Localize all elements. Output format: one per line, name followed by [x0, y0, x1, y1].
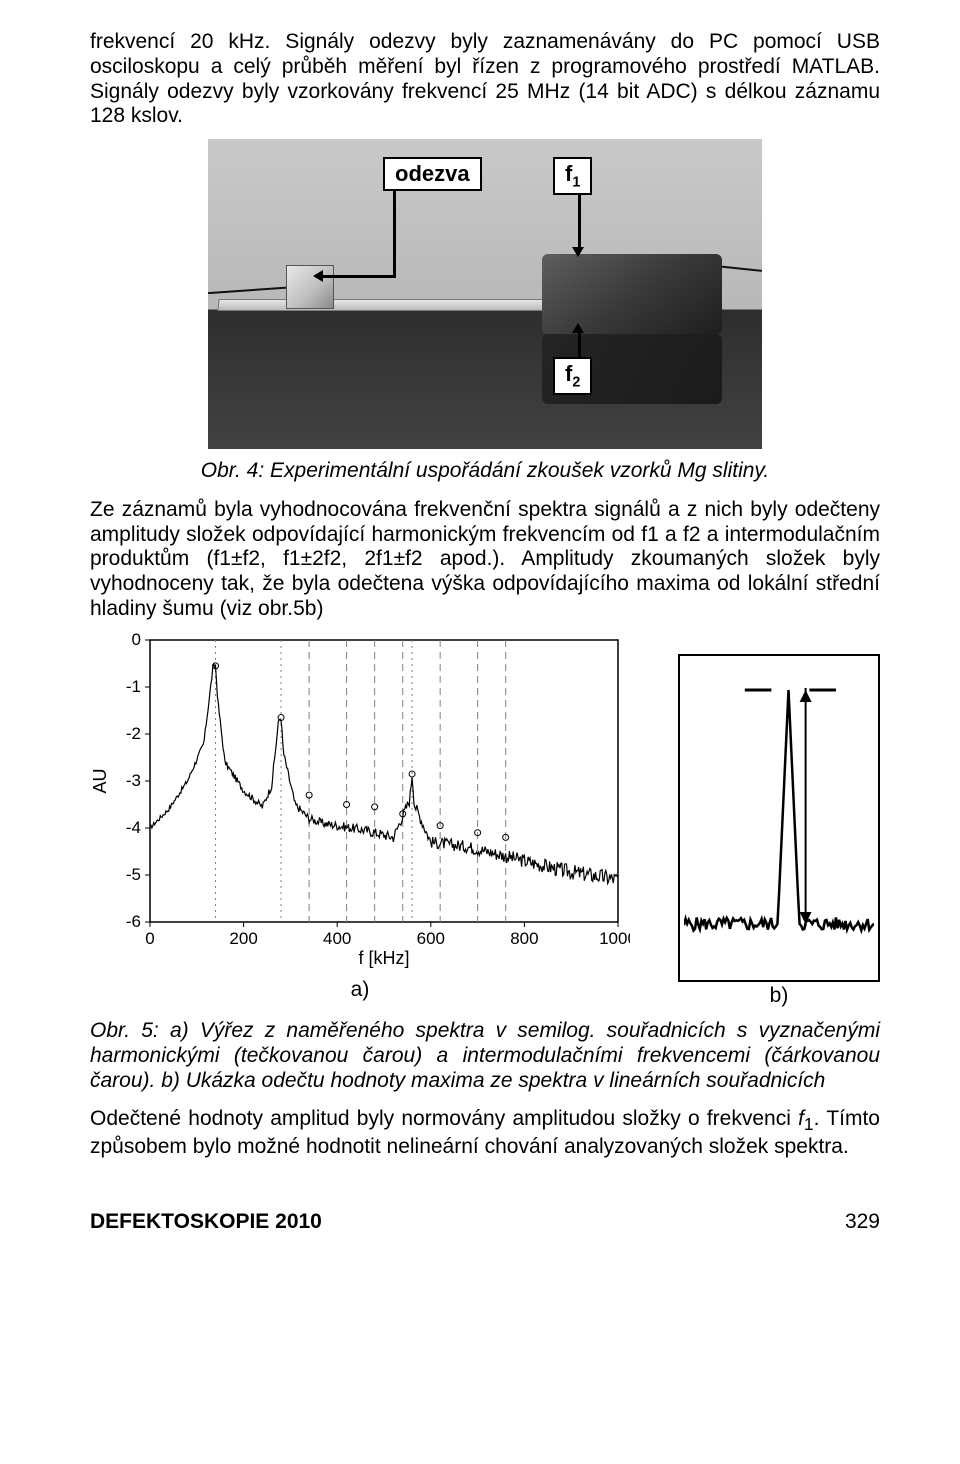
- svg-text:-5: -5: [126, 865, 141, 884]
- svg-text:400: 400: [323, 929, 351, 948]
- paragraph-3: Odečtené hodnoty amplitud byly normovány…: [90, 1107, 880, 1160]
- svg-text:0: 0: [145, 929, 154, 948]
- wire-1: [208, 286, 298, 294]
- beam: [217, 299, 568, 311]
- label-odezva: odezva: [383, 157, 482, 191]
- footer-page-number: 329: [845, 1210, 880, 1235]
- footer-left: DEFEKTOSKOPIE 2010: [90, 1210, 322, 1235]
- label-f1: f1: [553, 157, 592, 195]
- arrow-odezva-h: [323, 275, 396, 278]
- sensor-cube: [286, 265, 334, 309]
- f1-sub: 1: [804, 1115, 814, 1135]
- paragraph-2: Ze záznamů byla vyhodnocována frekvenční…: [90, 498, 880, 622]
- label-f2-sub: 2: [572, 374, 580, 390]
- page-footer: DEFEKTOSKOPIE 2010 329: [90, 1210, 880, 1235]
- figure-4: odezva f1 f2: [205, 139, 765, 449]
- figure-5b-wrap: b): [678, 630, 880, 1010]
- caption-5: Obr. 5: a) Výřez z naměřeného spektra v …: [90, 1019, 880, 1093]
- svg-text:-6: -6: [126, 912, 141, 931]
- figure-5a-wrap: 0-1-2-3-4-5-602004006008001000f [kHz]AU …: [90, 630, 630, 1004]
- chart-5a: 0-1-2-3-4-5-602004006008001000f [kHz]AU: [90, 630, 630, 970]
- figure-5-row: 0-1-2-3-4-5-602004006008001000f [kHz]AU …: [90, 630, 880, 1010]
- svg-text:600: 600: [417, 929, 445, 948]
- transducer-clamp: [542, 254, 722, 334]
- subcaption-b: b): [678, 984, 880, 1009]
- label-f1-sub: 1: [572, 174, 580, 190]
- subcaption-a: a): [90, 978, 630, 1003]
- label-f2: f2: [553, 357, 592, 395]
- arrow-odezva-head: [313, 270, 323, 282]
- arrow-f2-head: [572, 323, 584, 333]
- chart-5b-frame: [678, 654, 880, 983]
- arrow-f2-v: [578, 331, 581, 359]
- svg-text:200: 200: [229, 929, 257, 948]
- svg-text:-3: -3: [126, 771, 141, 790]
- svg-text:AU: AU: [90, 768, 110, 793]
- caption-4: Obr. 4: Experimentální uspořádání zkouše…: [90, 459, 880, 484]
- svg-text:0: 0: [132, 630, 141, 649]
- paragraph-3a: Odečtené hodnoty amplitud byly normovány…: [90, 1107, 798, 1130]
- svg-text:f [kHz]: f [kHz]: [358, 948, 409, 968]
- arrow-f1-v: [578, 187, 581, 250]
- paragraph-1: frekvencí 20 kHz. Signály odezvy byly za…: [90, 30, 880, 129]
- arrow-f1-head: [572, 247, 584, 257]
- svg-text:-4: -4: [126, 818, 141, 837]
- svg-text:-1: -1: [126, 677, 141, 696]
- arrow-odezva-v: [393, 187, 396, 277]
- svg-text:1000: 1000: [599, 929, 630, 948]
- svg-text:800: 800: [510, 929, 538, 948]
- svg-text:-2: -2: [126, 724, 141, 743]
- chart-5b: [684, 660, 874, 970]
